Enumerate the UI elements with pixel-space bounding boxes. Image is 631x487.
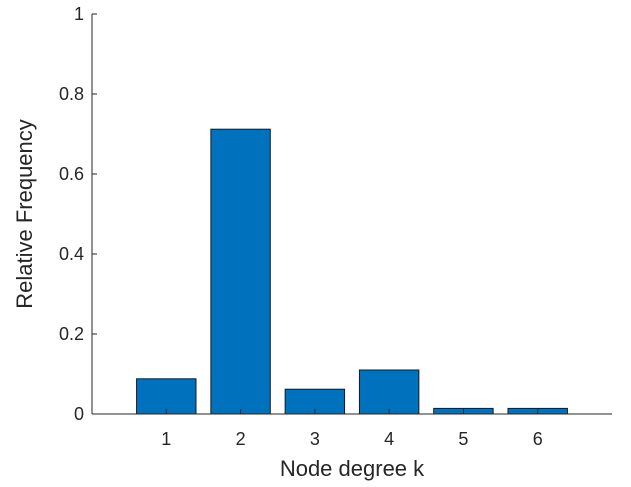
x-tick-label: 5 xyxy=(458,429,468,449)
x-tick-label: 4 xyxy=(384,429,394,449)
bar-4 xyxy=(358,369,420,415)
x-ticks-group: 1 2 3 4 5 6 xyxy=(161,409,543,449)
y-tick-label: 0.4 xyxy=(59,244,84,264)
x-tick-label: 3 xyxy=(310,429,320,449)
x-tick-label: 2 xyxy=(236,429,246,449)
axes-group xyxy=(91,14,612,415)
x-tick-label: 6 xyxy=(533,429,543,449)
y-tick-label: 0 xyxy=(74,404,84,424)
y-tick-label: 1 xyxy=(74,4,84,24)
x-tick-label: 1 xyxy=(161,429,171,449)
y-ticks-group: 0 0.2 0.4 0.6 0.8 1 xyxy=(59,4,97,424)
y-tick-label: 0.8 xyxy=(59,84,84,104)
bar-1 xyxy=(136,378,197,415)
bar-2 xyxy=(210,128,271,415)
x-axis-title: Node degree k xyxy=(280,456,425,481)
y-tick-label: 0.6 xyxy=(59,164,84,184)
bars-group xyxy=(136,128,568,415)
y-axis-title: Relative Frequency xyxy=(12,119,37,309)
y-tick-label: 0.2 xyxy=(59,324,84,344)
